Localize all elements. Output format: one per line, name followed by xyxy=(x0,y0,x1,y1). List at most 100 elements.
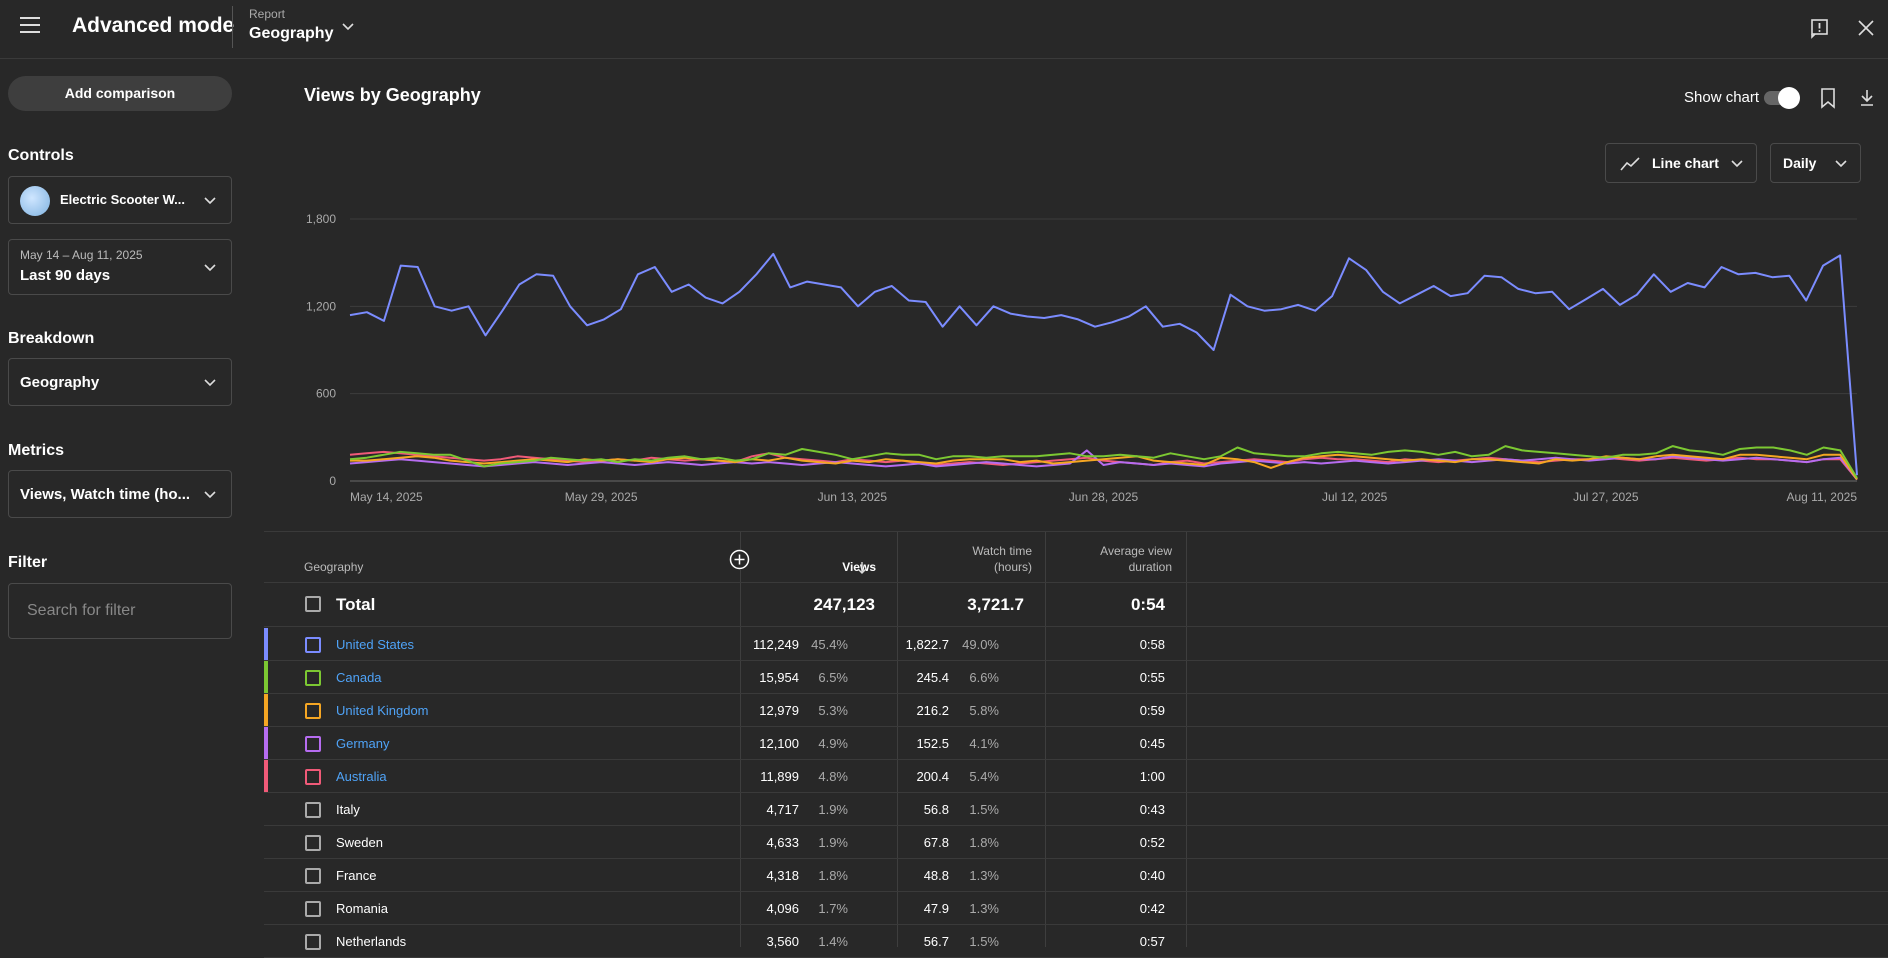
feedback-icon[interactable] xyxy=(1808,16,1832,40)
avg-duration-value: 0:45 xyxy=(1139,736,1165,751)
watch-time-percent: 1.3% xyxy=(969,868,999,883)
row-checkbox[interactable] xyxy=(305,769,321,785)
table-row: United Kingdom 12,979 5.3% 216.2 5.8% 0:59 xyxy=(264,694,1888,727)
views-value: 3,560 xyxy=(766,934,799,949)
row-checkbox[interactable] xyxy=(305,703,321,719)
sidebar: Add comparison Controls Electric Scooter… xyxy=(0,60,240,946)
divider xyxy=(232,6,233,48)
top-bar: Advanced mode Report Geography xyxy=(0,0,1888,59)
views-value: 4,096 xyxy=(766,901,799,916)
bookmark-icon[interactable] xyxy=(1816,86,1840,110)
views-value: 12,979 xyxy=(759,703,799,718)
avg-duration-value: 0:40 xyxy=(1139,868,1165,883)
series-color-stripe xyxy=(264,661,268,693)
watch-time-value: 56.7 xyxy=(923,934,949,949)
views-percent: 4.9% xyxy=(818,736,848,751)
series-line-canada[interactable] xyxy=(349,445,1858,479)
column-divider xyxy=(1045,532,1046,947)
geography-name[interactable]: Canada xyxy=(336,670,382,685)
y-tick-label: 1,800 xyxy=(306,212,336,226)
views-value: 4,633 xyxy=(766,835,799,850)
series-color-stripe xyxy=(264,628,268,660)
views-percent: 1.7% xyxy=(818,901,848,916)
series-line-united-kingdom[interactable] xyxy=(350,453,1858,481)
show-chart-toggle[interactable] xyxy=(1764,87,1800,109)
date-range-selector[interactable]: May 14 – Aug 11, 2025 Last 90 days xyxy=(8,239,232,295)
avg-duration-value: 0:55 xyxy=(1139,670,1165,685)
row-checkbox[interactable] xyxy=(305,637,321,653)
watch-time-value: 56.8 xyxy=(923,802,949,817)
watch-time-header[interactable]: Watch time (hours) xyxy=(914,543,1032,575)
geography-name[interactable]: United States xyxy=(336,637,415,652)
filter-search-input[interactable] xyxy=(27,584,217,638)
video-selector[interactable]: Electric Scooter W... xyxy=(8,176,232,224)
watch-time-value: 1,822.7 xyxy=(905,637,949,652)
date-range: May 14 – Aug 11, 2025 xyxy=(20,248,143,262)
geography-name[interactable]: Germany xyxy=(336,736,390,751)
views-percent: 5.3% xyxy=(818,703,848,718)
row-checkbox[interactable] xyxy=(305,934,321,950)
series-color-stripe xyxy=(264,694,268,726)
column-divider xyxy=(740,532,741,947)
row-checkbox[interactable] xyxy=(305,868,321,884)
breakdown-selector[interactable]: Geography xyxy=(8,358,232,406)
row-checkbox[interactable] xyxy=(305,901,321,917)
close-icon[interactable] xyxy=(1854,16,1878,40)
chart-type-label: Line chart xyxy=(1652,155,1719,171)
watch-time-value: 200.4 xyxy=(916,769,949,784)
download-icon[interactable] xyxy=(1855,86,1879,110)
granularity-dropdown[interactable]: Daily xyxy=(1770,143,1861,183)
row-checkbox[interactable] xyxy=(305,835,321,851)
watch-time-percent: 1.5% xyxy=(969,802,999,817)
geography-name: Netherlands xyxy=(336,934,407,949)
breakdown-heading: Breakdown xyxy=(8,330,95,347)
avg-duration-value: 0:42 xyxy=(1139,901,1165,916)
table-row: Australia 11,899 4.8% 200.4 5.4% 1:00 xyxy=(264,760,1888,793)
y-tick-label: 0 xyxy=(329,474,336,488)
line-chart-icon xyxy=(1620,157,1640,171)
row-checkbox[interactable] xyxy=(305,670,321,686)
filter-search-box xyxy=(8,583,232,639)
chevron-down-icon[interactable] xyxy=(340,18,356,39)
metrics-selector[interactable]: Views, Watch time (ho... xyxy=(8,470,232,518)
chart-type-dropdown[interactable]: Line chart xyxy=(1605,143,1757,183)
avg-duration-header[interactable]: Average view duration xyxy=(1064,543,1172,575)
watch-time-header-line2: (hours) xyxy=(993,560,1032,574)
geography-name[interactable]: United Kingdom xyxy=(336,703,429,718)
add-comparison-button[interactable]: Add comparison xyxy=(8,76,232,111)
table-row: United States 112,249 45.4% 1,822.7 49.0% 0:5… xyxy=(264,628,1888,661)
table-row: Italy 4,717 1.9% 56.8 1.5% 0:43 xyxy=(264,793,1888,826)
menu-icon[interactable] xyxy=(20,17,40,35)
series-line-united-states[interactable] xyxy=(349,252,1858,476)
views-percent: 1.9% xyxy=(818,835,848,850)
geography-name[interactable]: Australia xyxy=(336,769,387,784)
series-line-germany[interactable] xyxy=(349,449,1858,481)
chevron-down-icon xyxy=(203,488,217,506)
table-row: Germany 12,100 4.9% 152.5 4.1% 0:45 xyxy=(264,727,1888,760)
views-header[interactable]: Views xyxy=(816,559,876,575)
avg-duration-header-line1: Average view xyxy=(1100,544,1172,558)
total-row: Total 247,123 3,721.7 0:54 xyxy=(264,582,1888,627)
row-checkbox[interactable] xyxy=(305,736,321,752)
metrics-heading: Metrics xyxy=(8,442,65,459)
chevron-down-icon xyxy=(1835,160,1847,168)
views-value: 12,100 xyxy=(759,736,799,751)
x-tick-label: Aug 11, 2025 xyxy=(1786,490,1857,504)
add-metric-button[interactable] xyxy=(729,549,750,570)
report-selector[interactable]: Geography xyxy=(249,25,334,42)
views-value: 11,899 xyxy=(760,769,799,784)
row-checkbox[interactable] xyxy=(305,802,321,818)
watch-time-percent: 6.6% xyxy=(969,670,999,685)
table-row: France 4,318 1.8% 48.8 1.3% 0:40 xyxy=(264,859,1888,892)
table-row: Romania 4,096 1.7% 47.9 1.3% 0:42 xyxy=(264,892,1888,925)
geography-name: Sweden xyxy=(336,835,383,850)
total-checkbox[interactable] xyxy=(305,596,321,612)
views-percent: 1.8% xyxy=(818,868,848,883)
granularity-label: Daily xyxy=(1783,155,1817,171)
data-table: Geography Views Watch time (hours) Avera… xyxy=(264,531,1888,958)
line-chart: 0 600 1,200 1,800 May 14, 2025 May 29, 2025 Ju… xyxy=(300,200,1880,510)
views-percent: 1.9% xyxy=(818,802,848,817)
series-color-stripe xyxy=(264,727,268,759)
chevron-down-icon xyxy=(203,376,217,394)
watch-time-value: 152.5 xyxy=(916,736,949,751)
